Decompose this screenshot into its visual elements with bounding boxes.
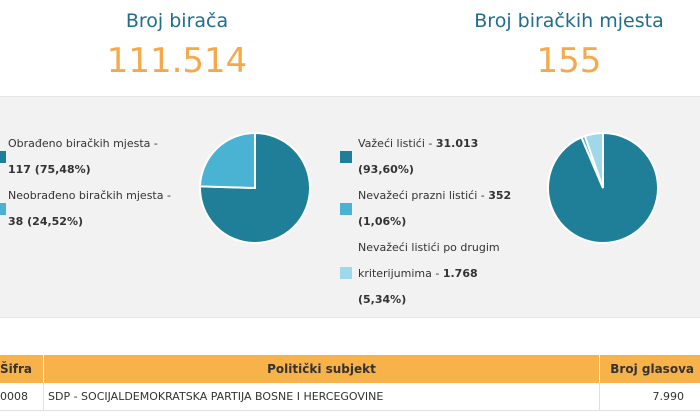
polling-stations-label: Broj biračkih mjesta bbox=[474, 10, 664, 32]
ballots-legend: Važeći listići - 31.013 (93,60%) Nevažeć… bbox=[340, 97, 540, 319]
legend-label-valid: Važeći listići - bbox=[358, 137, 436, 150]
legend-swatch-processed bbox=[0, 151, 6, 163]
legend-swatch-other-invalid bbox=[340, 267, 352, 279]
legend-value-unprocessed: 38 (24,52%) bbox=[8, 215, 84, 228]
column-header-votes[interactable]: Broj glasova bbox=[610, 362, 694, 376]
cell-code: 0008 bbox=[0, 383, 44, 411]
polling-stations-stat: Broj biračkih mjesta 155 bbox=[444, 0, 694, 81]
voters-label: Broj birača bbox=[125, 10, 229, 32]
table-header: Šifra Politički subjekt Broj glasova bbox=[0, 355, 700, 383]
summary-stats: Broj birača 111.514 Broj biračkih mjesta… bbox=[0, 0, 700, 86]
legend-swatch-unprocessed bbox=[0, 203, 6, 215]
voters-value: 111.514 bbox=[106, 41, 248, 81]
stations-pie-slice-1[interactable] bbox=[198, 131, 256, 190]
ballots-pie-slice-2[interactable] bbox=[583, 131, 604, 189]
legend-count-blank: 352 bbox=[488, 189, 512, 202]
table-row[interactable]: 0008 SDP - SOCIJALDEMOKRATSKA PARTIJA BO… bbox=[0, 383, 700, 411]
legend-percent-other-invalid: (5,34%) bbox=[358, 293, 407, 306]
cell-subject: SDP - SOCIJALDEMOKRATSKA PARTIJA BOSNE I… bbox=[44, 383, 600, 411]
stations-pie-chart bbox=[198, 131, 311, 244]
cell-votes: 7.990 bbox=[652, 390, 685, 403]
stations-legend: Obrađeno biračkih mjesta - 117 (75,48%) … bbox=[0, 97, 190, 319]
column-header-code[interactable]: Šifra bbox=[0, 355, 44, 383]
legend-value-processed: 117 (75,48%) bbox=[8, 163, 91, 176]
voters-stat: Broj birača 111.514 bbox=[52, 0, 302, 81]
ballots-pie-chart bbox=[547, 131, 659, 244]
polling-stations-value: 155 bbox=[536, 41, 602, 81]
legend-label-processed: Obrađeno biračkih mjesta - bbox=[8, 137, 158, 150]
legend-percent-valid: (93,60%) bbox=[358, 163, 414, 176]
legend-count-other-invalid: 1.768 bbox=[442, 267, 478, 280]
legend-count-valid: 31.013 bbox=[435, 137, 479, 150]
stations-pie-slice-0[interactable] bbox=[199, 131, 311, 244]
column-header-subject[interactable]: Politički subjekt bbox=[44, 355, 600, 383]
legend-swatch-valid bbox=[340, 151, 352, 163]
legend-label-unprocessed: Neobrađeno biračkih mjesta - bbox=[8, 189, 171, 202]
charts-panel: Obrađeno biračkih mjesta - 117 (75,48%) … bbox=[0, 96, 700, 318]
legend-percent-blank: (1,06%) bbox=[358, 215, 407, 228]
legend-label-other-invalid: Nevažeći listići po drugim bbox=[358, 241, 500, 254]
legend-swatch-blank bbox=[340, 203, 352, 215]
legend-label-blank: Nevažeći prazni listići - bbox=[358, 189, 489, 202]
legend-label2-other-invalid: kriterijumima - bbox=[358, 267, 443, 280]
